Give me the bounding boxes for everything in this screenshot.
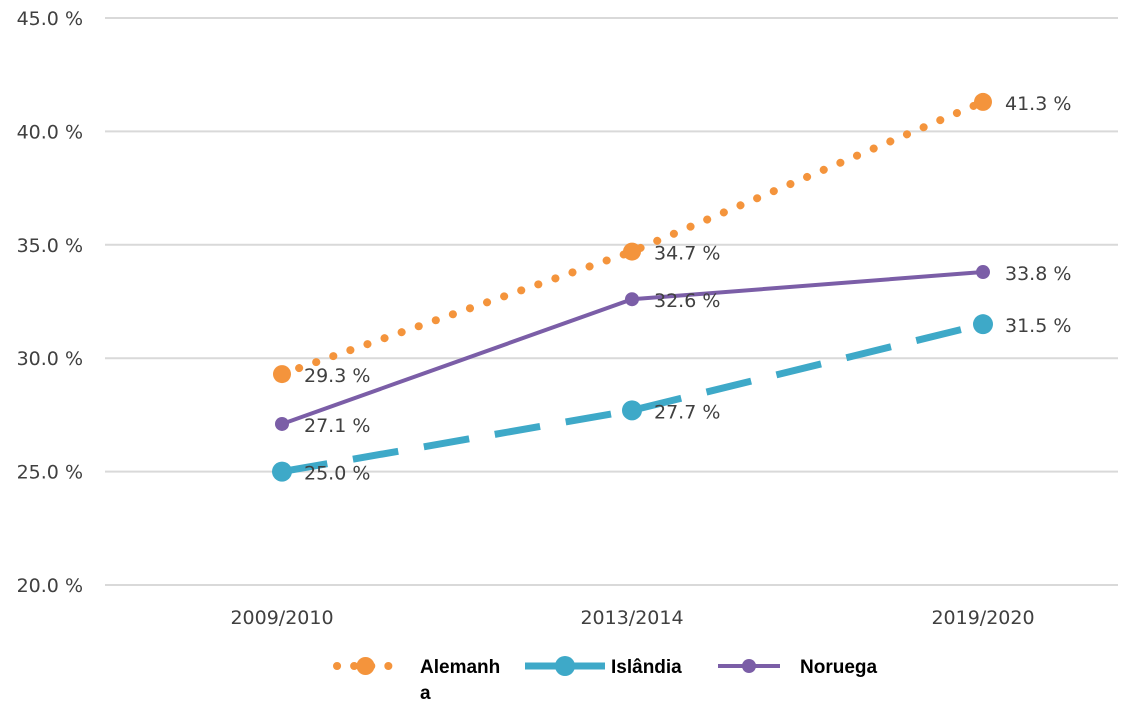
series-line-islandia (281, 320, 984, 476)
legend-label-noruega: Noruega (800, 657, 878, 678)
y-tick-label: 25.0 % (17, 462, 83, 484)
data-point-alemanha (623, 242, 641, 261)
data-label-alemanha: 41.3 % (1005, 93, 1071, 115)
data-label-noruega: 33.8 % (1005, 263, 1071, 285)
y-tick-label: 20.0 % (17, 575, 83, 597)
data-label-islandia: 31.5 % (1005, 315, 1071, 337)
x-tick-label: 2019/2020 (931, 607, 1034, 629)
data-point-islandia (272, 461, 292, 482)
y-tick-label: 35.0 % (17, 235, 83, 257)
data-point-alemanha (974, 92, 992, 111)
series-line-alemanha (278, 97, 987, 379)
series-lines (272, 92, 993, 482)
legend-marker-noruega (742, 659, 756, 673)
legend: Alemanh a Islândia Noruega (333, 656, 878, 703)
data-point-noruega (625, 292, 639, 307)
y-tick-label: 40.0 % (17, 121, 83, 143)
data-label-alemanha: 34.7 % (654, 243, 720, 265)
data-labels: 29.3 % 34.7 % 41.3 % 25.0 % 27.7 % 31.5 % 27.1… (304, 93, 1071, 485)
x-axis: 2009/2010 2013/2014 2019/2020 (230, 607, 1034, 629)
legend-marker-islandia (555, 656, 575, 676)
data-label-islandia: 25.0 % (304, 463, 370, 485)
gridlines (105, 17, 1118, 586)
legend-marker-alemanha (356, 657, 375, 675)
data-point-noruega (976, 265, 990, 280)
data-point-islandia (973, 314, 993, 335)
x-tick-label: 2009/2010 (230, 607, 333, 629)
data-label-alemanha: 29.3 % (304, 365, 370, 387)
data-point-islandia (622, 400, 642, 421)
y-axis: 20.0 % 25.0 % 30.0 % 35.0 % 40.0 % 45.0 % (17, 8, 83, 597)
data-point-alemanha (273, 365, 291, 384)
y-tick-label: 45.0 % (17, 8, 83, 30)
data-label-noruega: 27.1 % (304, 415, 370, 437)
y-tick-label: 30.0 % (17, 348, 83, 370)
legend-label-alemanha: Alemanh a (420, 657, 500, 703)
data-label-islandia: 27.7 % (654, 401, 720, 423)
data-point-noruega (275, 416, 289, 431)
legend-label-islandia: Islândia (611, 657, 682, 678)
x-tick-label: 2013/2014 (580, 607, 683, 629)
data-label-noruega: 32.6 % (654, 290, 720, 312)
